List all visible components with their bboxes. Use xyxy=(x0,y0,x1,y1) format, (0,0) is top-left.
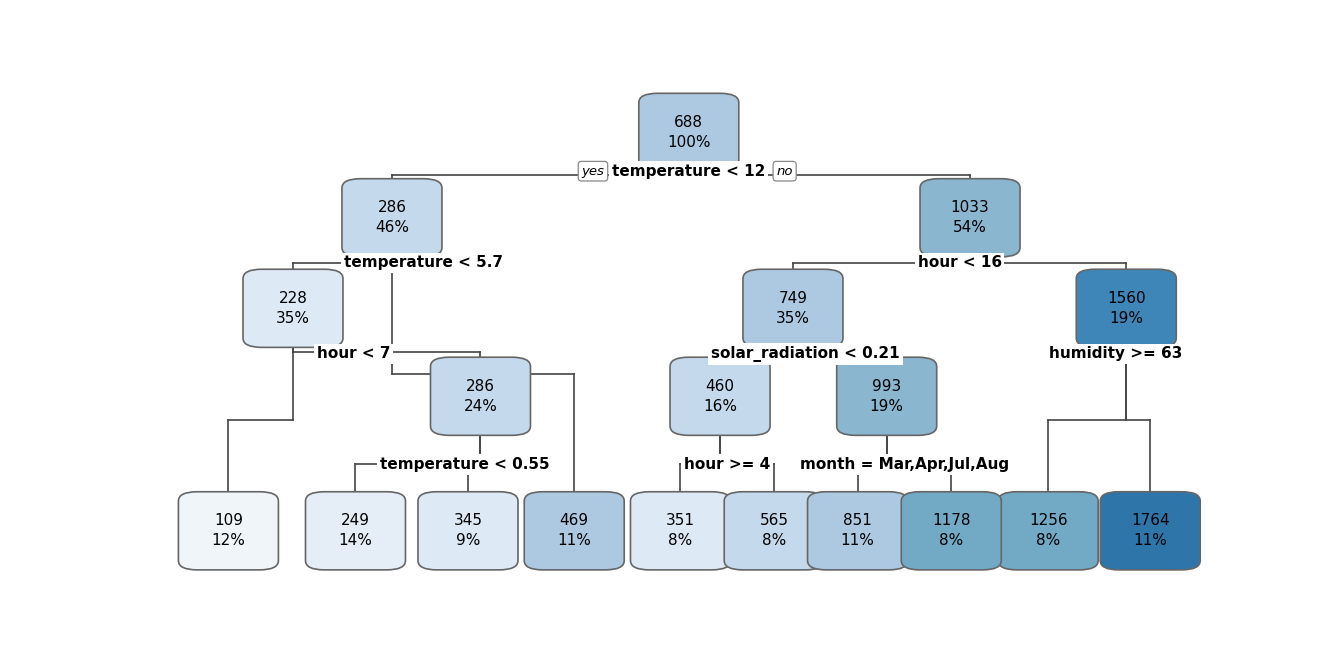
Text: 565
8%: 565 8% xyxy=(759,513,789,548)
FancyBboxPatch shape xyxy=(630,492,730,570)
FancyBboxPatch shape xyxy=(1101,492,1200,570)
FancyBboxPatch shape xyxy=(1077,269,1176,347)
FancyBboxPatch shape xyxy=(179,492,278,570)
Text: 286
46%: 286 46% xyxy=(375,200,409,235)
FancyBboxPatch shape xyxy=(724,492,824,570)
Text: hour < 7: hour < 7 xyxy=(317,346,390,362)
Text: 249
14%: 249 14% xyxy=(339,513,372,548)
Text: temperature < 0.55: temperature < 0.55 xyxy=(380,457,550,472)
Text: 469
11%: 469 11% xyxy=(558,513,591,548)
FancyBboxPatch shape xyxy=(430,358,531,435)
Text: yes: yes xyxy=(582,165,605,177)
Text: 1256
8%: 1256 8% xyxy=(1030,513,1067,548)
FancyBboxPatch shape xyxy=(837,358,937,435)
Text: 851
11%: 851 11% xyxy=(840,513,875,548)
Text: 688
100%: 688 100% xyxy=(667,115,711,150)
Text: hour >= 4: hour >= 4 xyxy=(684,457,770,472)
Text: 228
35%: 228 35% xyxy=(276,291,310,326)
Text: solar_radiation < 0.21: solar_radiation < 0.21 xyxy=(711,346,899,362)
Text: 286
24%: 286 24% xyxy=(464,379,497,414)
Text: 1764
11%: 1764 11% xyxy=(1130,513,1169,548)
Text: 749
35%: 749 35% xyxy=(775,291,810,326)
FancyBboxPatch shape xyxy=(671,358,770,435)
Text: 993
19%: 993 19% xyxy=(870,379,903,414)
Text: 351
8%: 351 8% xyxy=(667,513,695,548)
FancyBboxPatch shape xyxy=(243,269,343,347)
FancyBboxPatch shape xyxy=(921,179,1020,257)
FancyBboxPatch shape xyxy=(902,492,1001,570)
FancyBboxPatch shape xyxy=(743,269,843,347)
Text: 109
12%: 109 12% xyxy=(211,513,246,548)
FancyBboxPatch shape xyxy=(999,492,1098,570)
FancyBboxPatch shape xyxy=(418,492,517,570)
FancyBboxPatch shape xyxy=(638,93,739,171)
Text: month = Mar,Apr,Jul,Aug: month = Mar,Apr,Jul,Aug xyxy=(800,457,1009,472)
Text: temperature < 5.7: temperature < 5.7 xyxy=(344,255,503,270)
Text: humidity >= 63: humidity >= 63 xyxy=(1050,346,1183,362)
FancyBboxPatch shape xyxy=(808,492,907,570)
Text: hour < 16: hour < 16 xyxy=(918,255,1001,270)
Text: no: no xyxy=(777,165,793,177)
Text: 1560
19%: 1560 19% xyxy=(1107,291,1145,326)
FancyBboxPatch shape xyxy=(305,492,406,570)
Text: 345
9%: 345 9% xyxy=(453,513,482,548)
Text: 1178
8%: 1178 8% xyxy=(931,513,970,548)
Text: 1033
54%: 1033 54% xyxy=(950,200,989,235)
Text: 460
16%: 460 16% xyxy=(703,379,737,414)
Text: temperature < 12: temperature < 12 xyxy=(612,164,766,179)
FancyBboxPatch shape xyxy=(341,179,442,257)
FancyBboxPatch shape xyxy=(524,492,624,570)
